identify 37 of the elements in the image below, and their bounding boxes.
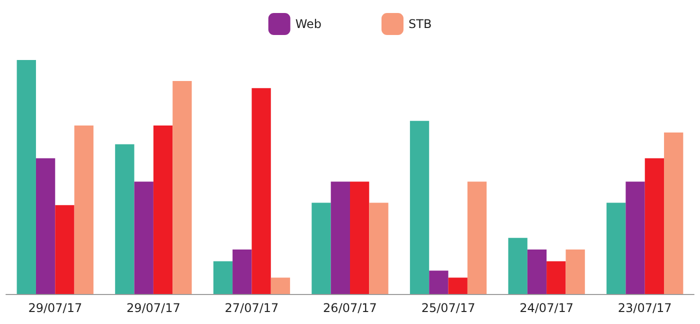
bar	[270, 278, 290, 294]
bar	[153, 126, 173, 294]
x-tick-label: 26/07/17	[323, 301, 377, 315]
x-tick-label: 24/07/17	[520, 301, 574, 315]
bar	[448, 278, 468, 294]
bar	[55, 205, 74, 294]
bar	[467, 182, 487, 294]
bar	[232, 250, 252, 294]
bar	[369, 202, 388, 294]
bar	[644, 158, 664, 294]
bar	[16, 60, 36, 294]
x-tick-label: 29/07/17	[28, 301, 82, 315]
bar	[626, 182, 645, 294]
bar	[410, 120, 430, 294]
bar	[350, 182, 370, 294]
bar	[330, 182, 350, 294]
bar	[312, 202, 331, 294]
legend-label: STB	[408, 17, 432, 31]
bar	[606, 202, 626, 294]
bar	[252, 88, 271, 294]
x-tick-label: 23/07/17	[618, 301, 672, 315]
bar	[527, 250, 547, 294]
x-tick-label: 29/07/17	[126, 301, 180, 315]
legend-label: Web	[295, 17, 322, 31]
bar	[546, 261, 566, 294]
bar	[429, 270, 448, 294]
x-tick-label: 25/07/17	[421, 301, 476, 315]
bar	[664, 132, 684, 294]
bar	[36, 158, 56, 294]
bar	[566, 250, 585, 294]
bar	[115, 144, 134, 294]
bar	[213, 261, 233, 294]
bar	[172, 81, 192, 294]
bar	[508, 238, 528, 294]
x-tick-label: 27/07/17	[224, 301, 279, 315]
bar	[74, 126, 94, 294]
bar	[134, 182, 154, 294]
